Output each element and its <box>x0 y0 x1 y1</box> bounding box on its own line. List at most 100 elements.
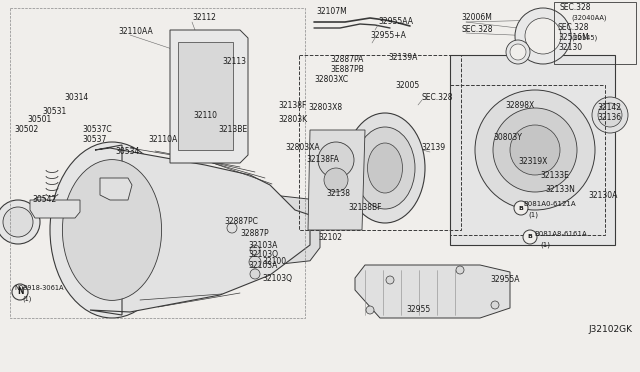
Circle shape <box>506 40 530 64</box>
Polygon shape <box>308 130 365 230</box>
Text: 32955AA: 32955AA <box>378 17 413 26</box>
Text: 32803X8: 32803X8 <box>308 103 342 112</box>
Text: 32103A: 32103A <box>248 260 277 269</box>
Text: 32110: 32110 <box>193 110 217 119</box>
Text: 32139: 32139 <box>421 144 445 153</box>
Text: 32319X: 32319X <box>518 157 547 167</box>
Bar <box>299 55 461 230</box>
Text: 30531: 30531 <box>42 108 67 116</box>
Text: 32130A: 32130A <box>588 190 618 199</box>
Polygon shape <box>112 177 320 283</box>
Text: 32103A: 32103A <box>248 241 277 250</box>
Circle shape <box>250 245 260 255</box>
Circle shape <box>12 284 28 300</box>
Text: B: B <box>527 234 532 240</box>
Circle shape <box>592 97 628 133</box>
Text: 32139A: 32139A <box>388 54 417 62</box>
Text: 32138: 32138 <box>326 189 350 198</box>
Text: (32145): (32145) <box>571 35 597 41</box>
Polygon shape <box>450 55 615 245</box>
Circle shape <box>456 266 464 274</box>
Circle shape <box>318 142 354 178</box>
Text: 32005: 32005 <box>395 80 419 90</box>
Circle shape <box>250 269 260 279</box>
Text: 32113: 32113 <box>222 58 246 67</box>
Text: 32100: 32100 <box>262 257 286 266</box>
Circle shape <box>493 108 577 192</box>
Circle shape <box>515 8 571 64</box>
Text: 32138BF: 32138BF <box>348 203 381 212</box>
Text: 32006M: 32006M <box>461 13 492 22</box>
Polygon shape <box>90 145 310 315</box>
Text: 30502: 30502 <box>14 125 38 135</box>
Circle shape <box>514 201 528 215</box>
Text: 32898X: 32898X <box>505 100 534 109</box>
Bar <box>554 2 636 64</box>
Text: 3213BE: 3213BE <box>218 125 247 135</box>
Text: 3E887PB: 3E887PB <box>330 65 364 74</box>
Text: J32102GK: J32102GK <box>588 326 632 334</box>
Text: SEC.328: SEC.328 <box>558 23 589 32</box>
Text: 32112: 32112 <box>192 13 216 22</box>
Text: 32110A: 32110A <box>148 135 177 144</box>
Text: 32103Q: 32103Q <box>262 273 292 282</box>
Text: (32040AA): (32040AA) <box>571 15 607 21</box>
Text: 30534: 30534 <box>115 148 140 157</box>
Circle shape <box>227 223 237 233</box>
Circle shape <box>475 90 595 210</box>
Circle shape <box>525 18 561 54</box>
Ellipse shape <box>63 160 161 301</box>
Text: 32803K: 32803K <box>278 115 307 125</box>
Text: 30537C: 30537C <box>82 125 111 135</box>
Polygon shape <box>30 200 80 218</box>
Text: 32887PC: 32887PC <box>224 218 258 227</box>
Text: (1): (1) <box>22 296 31 302</box>
Ellipse shape <box>355 127 415 209</box>
Text: 32142: 32142 <box>597 103 621 112</box>
Polygon shape <box>355 265 510 318</box>
Text: 32138FA: 32138FA <box>306 155 339 164</box>
Text: B081A0-6121A: B081A0-6121A <box>523 201 575 207</box>
Text: 32136: 32136 <box>597 113 621 122</box>
Text: 30501: 30501 <box>27 115 51 125</box>
Text: SEC.328: SEC.328 <box>421 93 452 103</box>
Circle shape <box>386 276 394 284</box>
Text: 32138F: 32138F <box>278 100 307 109</box>
Polygon shape <box>100 178 132 200</box>
Text: N: N <box>17 288 23 296</box>
Text: 32955: 32955 <box>406 305 430 314</box>
Text: N08918-3061A: N08918-3061A <box>14 285 63 291</box>
Bar <box>178 42 233 150</box>
Text: 30803Y: 30803Y <box>493 134 522 142</box>
Text: 32133E: 32133E <box>540 170 569 180</box>
Text: (1): (1) <box>540 242 550 248</box>
Circle shape <box>0 200 40 244</box>
Circle shape <box>32 197 48 213</box>
Text: SEC.328: SEC.328 <box>461 26 493 35</box>
Circle shape <box>366 306 374 314</box>
Ellipse shape <box>50 142 174 318</box>
Text: 32102: 32102 <box>318 232 342 241</box>
Text: 32107M: 32107M <box>316 7 347 16</box>
Circle shape <box>510 44 526 60</box>
Circle shape <box>324 168 348 192</box>
Text: 30537: 30537 <box>82 135 106 144</box>
Text: B: B <box>518 205 524 211</box>
Polygon shape <box>170 30 248 163</box>
Text: 32516M: 32516M <box>558 33 589 42</box>
Text: 32133N: 32133N <box>545 186 575 195</box>
Text: 32803XA: 32803XA <box>285 144 319 153</box>
Text: SEC.328: SEC.328 <box>560 3 591 13</box>
Text: 32955A: 32955A <box>490 276 520 285</box>
Circle shape <box>598 103 622 127</box>
Text: (1): (1) <box>528 212 538 218</box>
Circle shape <box>249 256 261 268</box>
Circle shape <box>523 230 537 244</box>
Text: 32887PA: 32887PA <box>330 55 364 64</box>
Text: 30314: 30314 <box>64 93 88 103</box>
Text: 32955+A: 32955+A <box>370 32 406 41</box>
Ellipse shape <box>367 143 403 193</box>
Circle shape <box>3 207 33 237</box>
Text: 32130: 32130 <box>558 44 582 52</box>
Text: 32110AA: 32110AA <box>118 28 153 36</box>
